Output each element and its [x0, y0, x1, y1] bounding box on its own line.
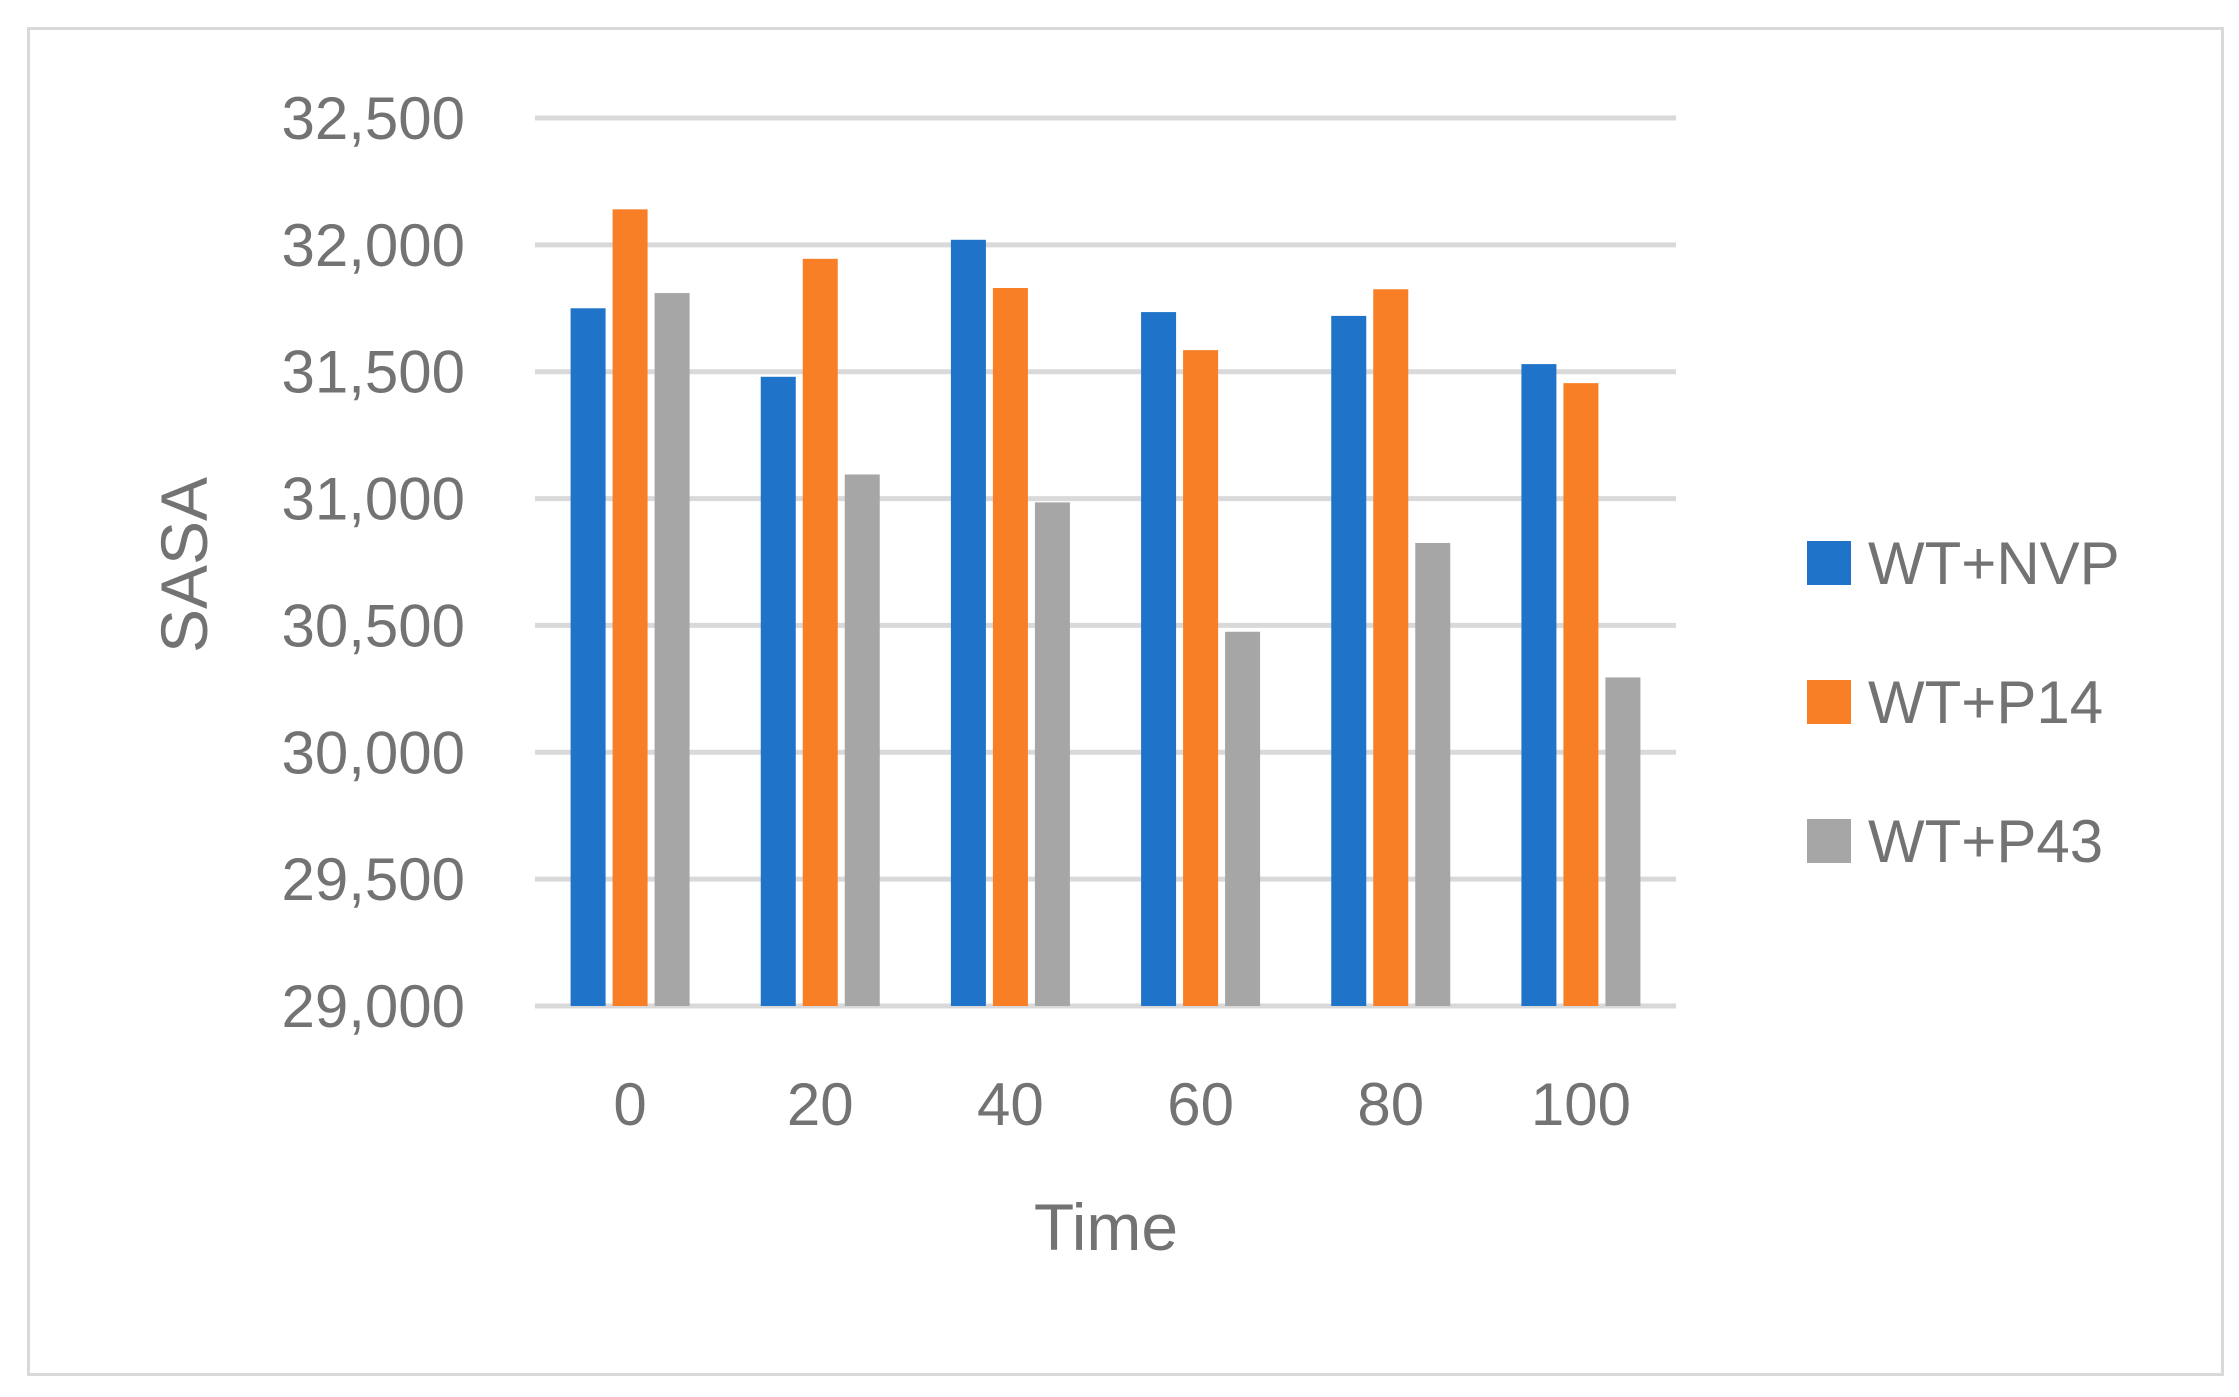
- bar-wt-p14-0: [612, 209, 648, 1006]
- x-tick-label: 60: [1167, 1071, 1234, 1138]
- x-tick-label: 20: [787, 1071, 854, 1138]
- x-axis-title: Time: [1034, 1190, 1178, 1264]
- bar-wt-p14-80: [1373, 289, 1409, 1006]
- x-tick-label: 100: [1531, 1071, 1631, 1138]
- legend-label: WT+NVP: [1868, 530, 2120, 597]
- bar-wt-p43-80: [1415, 542, 1451, 1006]
- legend-swatch: [1807, 541, 1851, 585]
- gridlines: [535, 115, 1676, 1009]
- bar-wt-p14-40: [992, 287, 1028, 1006]
- y-axis-title: SASA: [147, 477, 221, 653]
- bar-wt-p43-60: [1225, 631, 1261, 1006]
- bar-wt-nvp-20: [760, 376, 796, 1006]
- y-tick-label: 29,000: [281, 973, 465, 1040]
- y-tick-label: 29,500: [281, 846, 465, 913]
- x-axis-tick-labels: 0 20 40 60 80 100: [613, 1071, 1631, 1138]
- bar-wt-p14-60: [1183, 350, 1219, 1006]
- y-tick-label: 32,000: [281, 212, 465, 279]
- bar-wt-p43-100: [1605, 677, 1641, 1006]
- bar-wt-nvp-100: [1521, 364, 1557, 1006]
- x-tick-label: 80: [1357, 1071, 1424, 1138]
- bar-wt-nvp-0: [570, 308, 606, 1006]
- bar-wt-nvp-60: [1141, 312, 1177, 1006]
- bar-wt-nvp-80: [1331, 315, 1367, 1006]
- y-tick-label: 32,500: [281, 85, 465, 152]
- legend-label: WT+P43: [1868, 808, 2103, 875]
- bars: [570, 209, 1641, 1007]
- y-tick-label: 30,500: [281, 592, 465, 659]
- bar-wt-p14-20: [802, 258, 838, 1007]
- legend-swatch: [1807, 680, 1851, 724]
- bar-wt-p43-20: [844, 474, 880, 1006]
- y-tick-label: 31,000: [281, 466, 465, 533]
- legend-label: WT+P14: [1868, 669, 2103, 736]
- bar-wt-p14-100: [1563, 383, 1599, 1006]
- bar-wt-p43-0: [654, 293, 690, 1006]
- y-tick-label: 30,000: [281, 719, 465, 786]
- bar-wt-nvp-40: [950, 239, 986, 1007]
- y-tick-label: 31,500: [281, 339, 465, 406]
- legend: WT+NVP WT+P14 WT+P43: [1807, 530, 2120, 875]
- chart-frame: [27, 27, 2224, 1376]
- bar-wt-p43-40: [1034, 502, 1070, 1006]
- legend-swatch: [1807, 819, 1851, 863]
- x-tick-label: 0: [613, 1071, 646, 1138]
- y-axis-tick-labels: 29,000 29,500 30,000 30,500 31,000 31,500 32,0…: [281, 85, 465, 1040]
- x-tick-label: 40: [977, 1071, 1044, 1138]
